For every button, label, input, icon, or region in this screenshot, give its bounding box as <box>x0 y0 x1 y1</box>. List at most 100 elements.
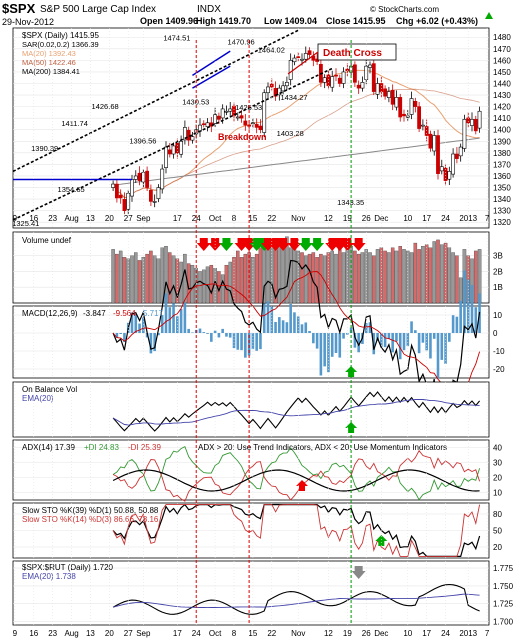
macd-hist-bar <box>210 333 213 342</box>
macd-hist-bar <box>202 332 206 333</box>
stoch-tick-label: 20 <box>493 543 502 552</box>
macd-hist-bar <box>183 302 187 333</box>
candle-body <box>201 123 206 126</box>
price-tick-label: 1340 <box>493 195 511 204</box>
x-axis-label-top: 16 <box>29 214 38 223</box>
volume-bar <box>292 249 297 304</box>
ratio-tick-label: 1.725 <box>493 600 514 609</box>
volume-bar <box>428 247 433 304</box>
macd-hist-bar <box>160 315 164 333</box>
candle-body <box>383 88 388 97</box>
candle-body <box>409 98 414 115</box>
candle-body <box>118 194 123 199</box>
macd-hist-bar <box>312 333 315 344</box>
volume-legend: Volume undef <box>22 236 72 245</box>
volume-bar <box>432 241 436 304</box>
price-annotation: 1403.28 <box>277 129 304 138</box>
candle-body <box>402 113 406 117</box>
x-axis-label-bottom: 27 <box>124 629 133 638</box>
macd-hist-bar <box>432 333 436 339</box>
macd-hist-bar <box>304 322 308 333</box>
macd-signal-value: -9.564 <box>113 309 136 318</box>
x-axis-label-bottom: 8 <box>232 629 237 638</box>
stoch-legend-14: Slow STO %K(14) %D(3) 86.66, 78.16 <box>22 515 159 524</box>
green-up-arrow-icon <box>375 535 388 546</box>
volume-bar <box>360 252 365 304</box>
volume-bar <box>443 242 448 304</box>
volume-bar <box>149 250 153 304</box>
volume-bar <box>190 264 195 304</box>
candle-body <box>250 122 255 125</box>
candle-body <box>379 83 384 92</box>
macd-hist-bar <box>278 317 281 333</box>
red-down-arrow-icon <box>276 238 291 251</box>
x-axis-label-top: 10 <box>403 214 412 223</box>
volume-bar <box>436 239 440 304</box>
x-axis-label-top: Oct <box>209 214 222 223</box>
x-axis-label-bottom: 13 <box>86 629 95 638</box>
adx-tick-label: 20 <box>493 474 502 483</box>
candle-body <box>160 168 165 190</box>
macd-hist-bar <box>455 316 459 333</box>
macd-hist-bar <box>414 330 417 333</box>
volume-tick-label: 2B <box>493 267 503 276</box>
macd-hist-bar <box>300 324 304 333</box>
legend-ma50: MA(50) 1422.46 <box>22 58 76 67</box>
candle-body <box>114 183 119 199</box>
candle-body <box>300 58 304 61</box>
volume-tick-label: 3B <box>493 252 503 261</box>
candle-body <box>228 108 233 112</box>
price-tick-label: 1360 <box>493 172 511 181</box>
macd-hist-bar <box>255 333 258 351</box>
macd-hist-bar <box>236 333 240 350</box>
volume-panel: 1B 2B 3B Volume undef <box>12 231 503 304</box>
volume-bar <box>334 253 338 304</box>
macd-hist-bar <box>142 317 145 333</box>
volume-bar <box>372 255 376 304</box>
x-axis-label-top: 7 <box>485 214 490 223</box>
candle-body <box>405 115 410 118</box>
candle-body <box>137 172 142 181</box>
candle-body <box>145 170 150 188</box>
adx-tick-label: 40 <box>493 444 502 453</box>
macd-hist-bar <box>289 303 292 333</box>
candle-body <box>447 171 452 180</box>
macd-tick-label: -20 <box>493 365 505 374</box>
candle-body <box>167 149 172 155</box>
macd-hist-bar <box>149 333 153 354</box>
macd-hist-bar <box>391 333 394 353</box>
ratio-ema-legend: EMA(20) 1.738 <box>22 572 76 581</box>
macd-hist-bar <box>417 333 421 354</box>
macd-hist-bar <box>266 301 270 333</box>
legend-ma20: MA(20) 1392.43 <box>22 49 76 58</box>
macd-hist-bar <box>429 333 432 359</box>
open-value: Open 1409.96 <box>140 16 198 26</box>
candle-body <box>156 187 161 199</box>
x-axis-label-bottom: 12 <box>324 629 333 638</box>
macd-hist-bar <box>372 333 376 355</box>
ratio-tick-label: 1.700 <box>493 617 514 626</box>
gray-down-arrow-icon <box>351 566 366 579</box>
red-down-arrow-icon <box>196 238 211 251</box>
candle-body <box>213 114 218 124</box>
candle-body <box>148 190 153 202</box>
x-axis-label-bottom: 23 <box>48 629 57 638</box>
x-axis-label-top: 12 <box>324 214 333 223</box>
macd-hist-bar <box>459 300 462 333</box>
candle-body <box>386 91 391 98</box>
x-axis-label-bottom: 10 <box>403 629 412 638</box>
volume-bar <box>288 247 293 304</box>
candle-body <box>341 71 346 84</box>
volume-bar <box>183 253 187 304</box>
volume-bar <box>353 250 357 304</box>
stoch-panel: 20 50 80 Slow STO %K(39) %D(1) 50.88, 50.88… <box>12 502 502 559</box>
price-tick-label: 1410 <box>493 114 511 123</box>
candle-body <box>266 86 270 94</box>
candle-body <box>284 82 289 87</box>
x-axis-label-top: 2013 <box>459 214 477 223</box>
x-axis-label-top: 13 <box>86 214 95 223</box>
candle-body <box>296 56 301 58</box>
macd-hist-bar <box>251 333 255 350</box>
flag-lower-line <box>192 65 231 89</box>
adx-line <box>112 469 480 492</box>
